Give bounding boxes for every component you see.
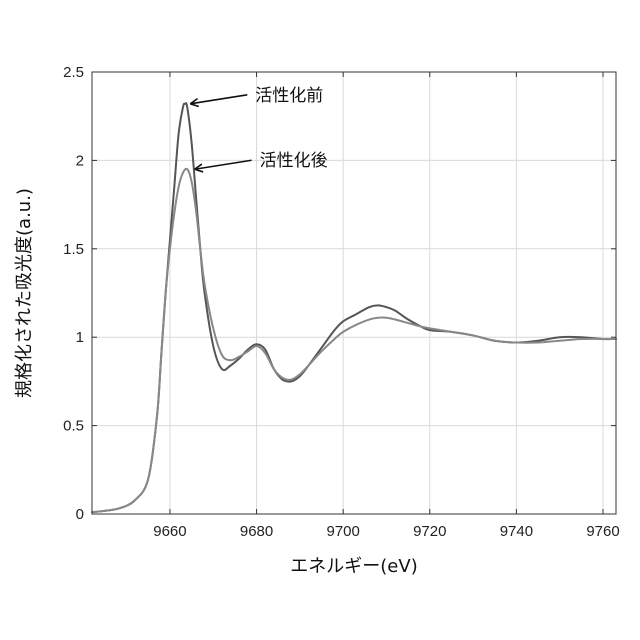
- x-tick-label: 9740: [500, 523, 533, 540]
- annotation-after-activation: 活性化後: [260, 151, 328, 171]
- y-tick-label: 2.5: [63, 64, 84, 81]
- y-tick-label: 2: [76, 152, 84, 169]
- x-tick-label: 9700: [326, 523, 359, 540]
- x-axis-title: エネルギー(eV): [290, 556, 417, 577]
- x-tick-label: 9680: [240, 523, 273, 540]
- y-tick-label: 0: [76, 506, 84, 523]
- y-tick-label: 1: [76, 329, 84, 346]
- y-tick-label: 1.5: [63, 241, 84, 258]
- y-axis-title: 規格化された吸光度(a.u.): [14, 188, 35, 398]
- annotation-before-activation: 活性化前: [255, 86, 323, 106]
- x-tick-label: 9760: [586, 523, 619, 540]
- x-tick-label: 9660: [153, 523, 186, 540]
- y-tick-label: 0.5: [63, 418, 84, 435]
- x-tick-label: 9720: [413, 523, 446, 540]
- plot-background: [92, 72, 616, 514]
